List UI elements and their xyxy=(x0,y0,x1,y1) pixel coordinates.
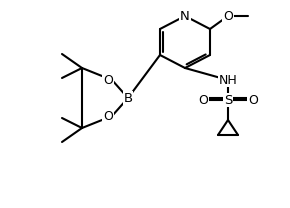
Text: O: O xyxy=(248,94,258,106)
Text: B: B xyxy=(124,92,133,104)
Text: N: N xyxy=(180,10,190,22)
Text: S: S xyxy=(224,94,232,106)
Text: O: O xyxy=(198,94,208,106)
Text: O: O xyxy=(103,109,113,123)
Text: NH: NH xyxy=(219,73,238,87)
Text: O: O xyxy=(223,10,233,22)
Text: O: O xyxy=(103,73,113,87)
